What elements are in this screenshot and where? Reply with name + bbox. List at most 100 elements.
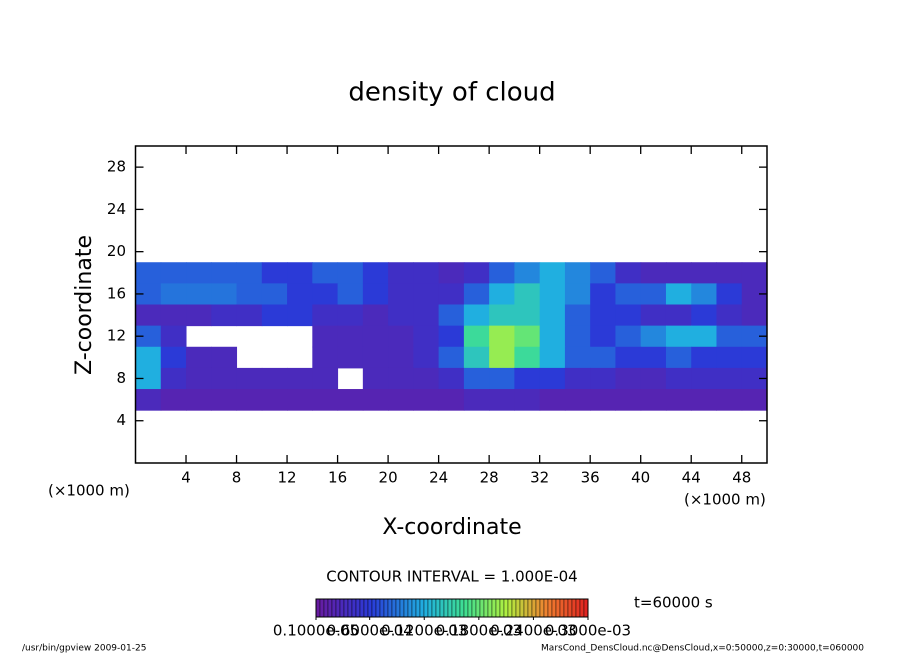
field-cell (640, 367, 667, 390)
field-cell (539, 283, 566, 305)
field-cell (665, 283, 692, 305)
field-cell (665, 262, 692, 284)
colorbar-step (487, 598, 493, 618)
field-cell (615, 367, 642, 390)
x-unit-label: (×1000 m) (48, 482, 130, 500)
field-cell (640, 325, 667, 348)
field-cell (362, 389, 389, 411)
field-cell (362, 325, 389, 348)
field-cell (741, 325, 768, 348)
field-cell (741, 304, 768, 327)
field-cell (514, 389, 541, 411)
colorbar-step (535, 598, 541, 618)
y-tick-label: 12 (107, 327, 126, 345)
field-cell (312, 367, 339, 390)
field-cell (716, 346, 743, 369)
field-cell (312, 283, 339, 305)
colorbar-step (491, 598, 497, 618)
x-tick-label: 16 (328, 469, 347, 487)
field-cell (236, 262, 263, 284)
field-cell (640, 262, 667, 284)
colorbar-step (327, 598, 333, 618)
colorbar-step (559, 598, 565, 618)
field-cell (691, 346, 717, 369)
field-cell (211, 346, 238, 369)
footer-left: /usr/bin/gpview 2009-01-25 (22, 644, 146, 654)
field-cell (463, 325, 490, 348)
field-cell (135, 304, 162, 327)
x-tick-label: 8 (232, 469, 242, 487)
field-cell (261, 304, 288, 327)
field-cell (590, 389, 616, 411)
field-cell (716, 325, 743, 348)
field-cell (337, 389, 364, 411)
field-cell (388, 346, 414, 369)
field-cell (413, 283, 440, 305)
colorbar-step (563, 598, 569, 618)
colorbar-step (427, 598, 433, 618)
colorbar-step (479, 598, 485, 618)
colorbar-step (547, 598, 553, 618)
field-cell (337, 346, 364, 369)
field-cell (615, 304, 642, 327)
field-cell (438, 325, 465, 348)
field-cell (160, 283, 187, 305)
colorbar-tick-label: 0.1000e-05 (273, 622, 359, 640)
field-cell (463, 283, 490, 305)
field-cell (236, 367, 263, 390)
colorbar-step (439, 598, 445, 618)
field-cell (564, 346, 591, 369)
colorbar-tick-label: 0.1800e-03 (436, 622, 522, 640)
colorbar-step (527, 598, 533, 618)
colorbar-tick-label: 0.2400e-03 (490, 622, 576, 640)
field-cell (261, 367, 288, 390)
field-cell (691, 262, 717, 284)
field-cell (312, 346, 339, 369)
contour-field (135, 262, 768, 411)
field-cell (337, 304, 364, 327)
field-cell (539, 346, 566, 369)
field-cell (413, 367, 440, 390)
field-cell (312, 262, 339, 284)
field-cell (388, 325, 414, 348)
field-cell (186, 304, 212, 327)
x-tick-label: 4 (181, 469, 191, 487)
field-cell (590, 262, 616, 284)
colorbar-step (343, 598, 349, 618)
colorbar: 0.1000e-050.6000e-040.1200e-030.1800e-03… (273, 598, 631, 640)
field-cell (564, 262, 591, 284)
field-cell (615, 283, 642, 305)
field-cell (539, 304, 566, 327)
x-tick-label: 32 (530, 469, 549, 487)
field-cell (388, 283, 414, 305)
field-cell (312, 304, 339, 327)
field-cell (564, 367, 591, 390)
x-axis-label: X-coordinate (382, 515, 521, 540)
field-cell (514, 262, 541, 284)
field-cell (413, 389, 440, 411)
field-cell (135, 262, 162, 284)
field-cell (388, 367, 414, 390)
field-cell (716, 367, 743, 390)
field-cell (514, 304, 541, 327)
field-cell (640, 304, 667, 327)
colorbar-step (331, 598, 337, 618)
y-tick-label: 24 (107, 200, 126, 218)
field-cell (716, 283, 743, 305)
field-cell (463, 389, 490, 411)
field-cell (362, 346, 389, 369)
field-cell (716, 389, 743, 411)
colorbar-step (379, 598, 385, 618)
colorbar-step (583, 598, 589, 618)
field-cell (615, 262, 642, 284)
field-cell (716, 262, 743, 284)
y-axis-label: Z-coordinate (72, 235, 97, 375)
field-cell (590, 304, 616, 327)
field-cell (691, 367, 717, 390)
field-cell (615, 325, 642, 348)
colorbar-step (359, 598, 365, 618)
field-cell (463, 262, 490, 284)
field-cell (160, 389, 187, 411)
field-cell (186, 346, 212, 369)
